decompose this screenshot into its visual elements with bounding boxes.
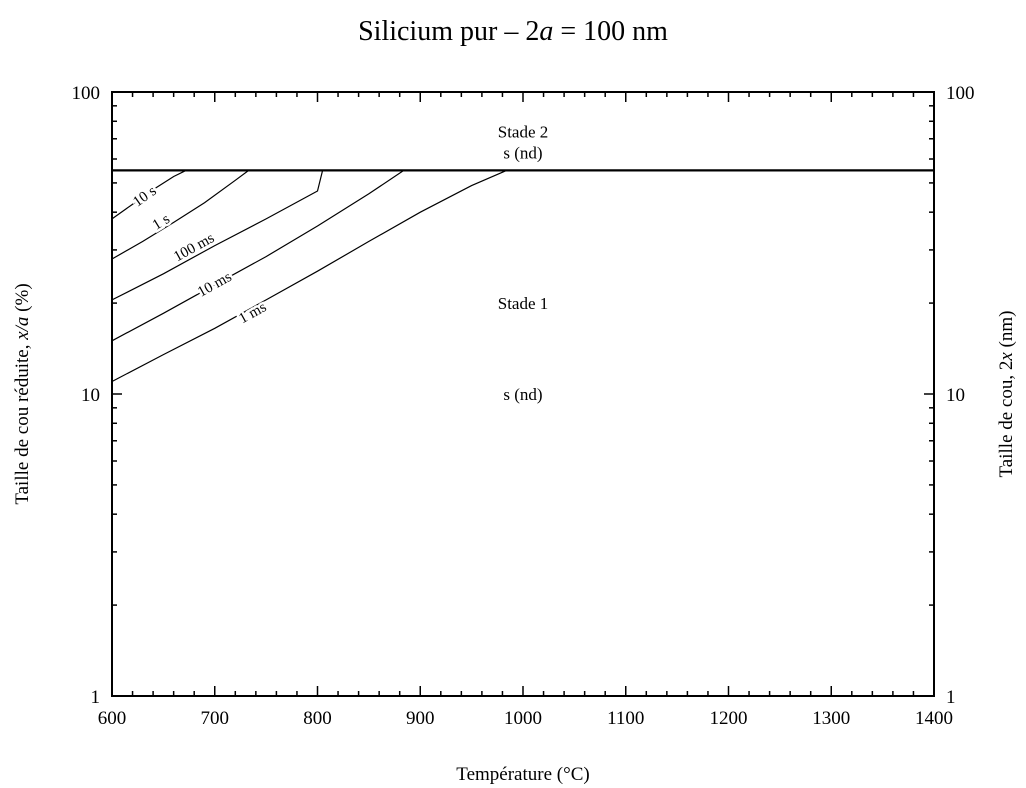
contour-label-1-ms: 1 ms (234, 297, 272, 330)
y-tick-label-right: 10 (946, 385, 965, 406)
x-tick-label: 1200 (710, 708, 748, 729)
y-tick-label-right: 1 (946, 687, 956, 708)
contour-label-text: 100 ms (171, 230, 217, 265)
contour-100-ms (111, 170, 324, 301)
contour-label-text: 10 ms (195, 269, 235, 301)
contour-label-text: 1 s (150, 211, 173, 234)
contour-1-ms (111, 169, 507, 383)
y-tick-label-left: 1 (91, 687, 101, 708)
x-tick-label: 900 (406, 708, 435, 729)
axis-ticks (111, 91, 935, 697)
y-tick-label-left: 100 (72, 83, 101, 104)
time-contours (111, 169, 507, 383)
x-tick-label: 800 (303, 708, 332, 729)
x-tick-label: 1000 (504, 708, 542, 729)
stage-regions: Stade 2 s (nd) Stade 1 s (nd) (498, 122, 549, 404)
x-tick-label: 600 (98, 708, 127, 729)
contour-label-100-ms: 100 ms (169, 228, 220, 268)
x-tick-label: 1400 (915, 708, 953, 729)
x-axis-label: Température (°C) (456, 764, 589, 785)
stage-1-label: s (nd) (503, 385, 542, 404)
y-axis-label-left: Taille de cou réduite, x/a (%) (12, 283, 33, 504)
contour-1-s (111, 169, 250, 260)
contour-label-10-s: 10 s (128, 180, 162, 212)
x-tick-label: 1300 (812, 708, 850, 729)
chart-title: Silicium pur – 2a = 100 nm (358, 16, 668, 47)
contour-10-ms (111, 169, 405, 342)
contour-label-text: 10 s (130, 183, 159, 210)
x-tick-label: 700 (201, 708, 230, 729)
contour-10-s (111, 169, 187, 220)
stage-2-label: s (nd) (503, 144, 542, 163)
contour-label-10-ms: 10 ms (193, 266, 238, 303)
contour-label-text: 1 ms (236, 299, 269, 327)
y-tick-label-left: 10 (81, 385, 100, 406)
stage-1-label: Stade 1 (498, 294, 549, 313)
y-tick-label-right: 100 (946, 83, 975, 104)
x-tick-label: 1100 (607, 708, 644, 729)
y-axis-label-right: Taille de cou, 2x (nm) (996, 311, 1017, 478)
contour-label-1-s: 1 s (147, 209, 175, 237)
stage-2-label: Stade 2 (498, 122, 549, 141)
